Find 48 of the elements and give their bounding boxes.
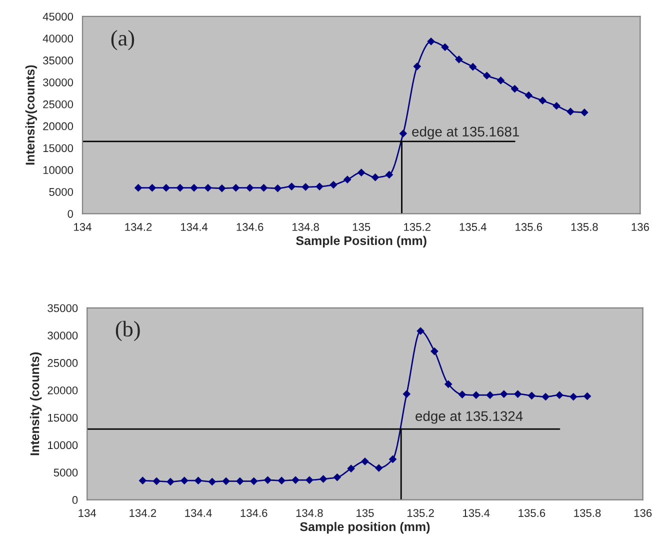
y-tick-label: 30000	[48, 332, 78, 340]
x-tick-label: 135.2	[408, 509, 434, 517]
x-tick-label: 134.2	[125, 223, 152, 231]
x-tick-label: 135.8	[574, 509, 601, 517]
x-tick-label: 134	[78, 509, 96, 517]
x-tick-label: 135.6	[516, 223, 542, 231]
x-tick-label: 135	[356, 509, 374, 517]
x-tick-label: 134.6	[240, 509, 268, 517]
x-axis-title: Sample Position (mm)	[296, 236, 426, 248]
x-tick-label: 136	[632, 223, 649, 231]
x-tick-label: 134.2	[130, 509, 156, 517]
x-tick-label: 134.4	[185, 509, 212, 517]
x-tick-label: 134.8	[296, 509, 323, 517]
y-tick-label: 25000	[48, 359, 78, 367]
y-axis-title: Intensity(counts)	[25, 65, 38, 165]
x-tick-label: 135.4	[460, 223, 486, 231]
y-tick-label: 25000	[43, 100, 74, 108]
y-tick-label: 15000	[43, 144, 74, 152]
x-axis-title: Sample position (mm)	[300, 522, 430, 534]
x-tick-label: 135.8	[571, 223, 598, 231]
x-tick-label: 134	[74, 223, 92, 231]
annotation: edge at 135.1324	[416, 410, 523, 424]
x-tick-label: 135.4	[463, 509, 490, 517]
y-tick-label: 40000	[42, 34, 74, 42]
y-tick-label: 10000	[43, 166, 74, 174]
x-tick-label: 135.2	[404, 223, 430, 231]
y-tick-label: 15000	[48, 414, 78, 422]
y-axis-title: Intensity (counts)	[30, 352, 42, 456]
x-tick-label: 136	[634, 509, 652, 517]
y-tick-label: 35000	[43, 56, 74, 64]
y-tick-label: 20000	[48, 386, 78, 394]
x-tick-label: 134.6	[236, 223, 264, 231]
x-tick-label: 134.8	[292, 223, 319, 231]
x-tick-label: 135	[352, 223, 370, 231]
x-tick-label: 135.6	[518, 509, 546, 517]
annotation: (a)	[111, 30, 134, 50]
annotation: edge at 135.1681	[412, 126, 519, 140]
y-tick-label: 5000	[54, 468, 78, 477]
y-tick-label: 5000	[49, 188, 74, 196]
y-tick-label: 0	[68, 210, 74, 218]
y-tick-label: 30000	[43, 78, 74, 86]
x-tick-label: 134.4	[180, 223, 208, 231]
y-tick-label: 35000	[48, 304, 78, 312]
annotation: (b)	[116, 320, 140, 342]
y-tick-label: 10000	[48, 441, 78, 450]
y-tick-label: 20000	[43, 122, 74, 130]
y-tick-label: 45000	[42, 12, 74, 21]
y-tick-label: 0	[72, 496, 78, 504]
